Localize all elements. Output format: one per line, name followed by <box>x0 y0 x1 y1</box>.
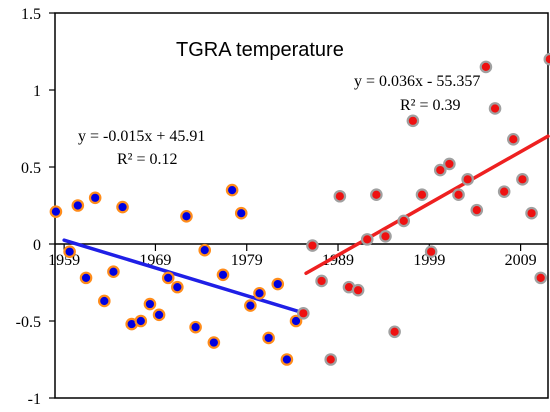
data-point-series-2 <box>415 188 429 202</box>
data-point-series-1 <box>189 320 202 334</box>
y-tick-label: 1.5 <box>21 6 41 23</box>
data-point-series-1 <box>98 294 111 308</box>
data-point-series-1 <box>161 271 175 285</box>
data-point-series-1 <box>289 314 303 328</box>
axes: 1959 1969 1979 1989 1999 2009-1-0.500.511.5 <box>16 6 549 408</box>
data-point-series-2 <box>497 185 511 198</box>
data-point-series-2 <box>370 188 383 202</box>
trendline-series-2 <box>304 134 550 276</box>
data-point-series-2 <box>397 214 411 228</box>
data-point-series-2 <box>351 283 365 297</box>
data-point-series-2 <box>452 188 465 202</box>
data-point-series-1 <box>234 206 248 220</box>
trendline-series-1 <box>62 238 302 314</box>
data-point-series-2 <box>333 189 347 203</box>
data-point-series-1 <box>180 209 193 223</box>
data-point-series-2 <box>297 306 310 320</box>
data-point-series-1 <box>262 331 275 345</box>
data-point-series-2 <box>470 203 484 217</box>
data-point-series-2 <box>443 157 456 171</box>
y-tick-label: 0 <box>33 237 41 254</box>
data-point-series-2 <box>461 173 474 186</box>
data-point-series-1 <box>88 191 102 205</box>
data-point-series-2 <box>324 353 338 366</box>
data-point-series-1 <box>225 183 239 197</box>
data-point-series-1 <box>207 336 221 349</box>
x-tick-label: 1979 <box>231 252 263 269</box>
y-tick-label: -0.5 <box>16 314 41 331</box>
data-point-series-1 <box>244 299 257 312</box>
data-point-series-1 <box>116 200 129 214</box>
y-tick-label: 1 <box>33 83 41 100</box>
data-point-series-1 <box>171 280 184 294</box>
y-tick-label: 0.5 <box>21 160 41 177</box>
data-point-series-1 <box>49 205 63 218</box>
trendlines <box>62 134 550 314</box>
data-point-series-2 <box>433 163 447 177</box>
data-point-series-2 <box>424 245 438 258</box>
data-point-series-2 <box>388 325 401 339</box>
x-tick-label: 1999 <box>413 252 445 269</box>
chart-title: TGRA temperature <box>176 39 344 61</box>
x-tick-label: 2009 <box>505 252 537 269</box>
data-point-series-2 <box>525 206 538 220</box>
trend-r2-series-1: R² = 0.12 <box>117 151 178 168</box>
data-point-series-1 <box>79 271 93 285</box>
data-point-series-2 <box>360 233 374 246</box>
data-point-series-2 <box>379 230 392 243</box>
data-point-series-2 <box>534 271 547 285</box>
data-point-series-2 <box>479 60 493 74</box>
trend-equation-series-2: y = 0.036x - 55.357 <box>354 73 480 90</box>
trend-equation-series-1: y = -0.015x + 45.91 <box>78 128 205 145</box>
data-point-series-2 <box>315 274 328 288</box>
data-point-series-1 <box>63 245 76 258</box>
trend-r2-series-2: R² = 0.39 <box>400 97 461 114</box>
data-point-series-1 <box>71 199 85 212</box>
data-point-series-1 <box>107 265 120 279</box>
data-point-series-2 <box>306 239 319 252</box>
data-point-series-1 <box>216 268 230 282</box>
data-point-series-1 <box>143 297 157 311</box>
data-point-series-1 <box>280 353 294 366</box>
data-point-series-2 <box>516 173 529 186</box>
data-point-series-2 <box>406 114 420 128</box>
data-point-series-2 <box>507 132 520 146</box>
data-point-series-2 <box>543 52 550 66</box>
data-point-series-1 <box>152 308 166 322</box>
data-point-series-1 <box>271 277 285 291</box>
data-point-series-1 <box>253 286 266 300</box>
x-tick-label: 1989 <box>322 252 354 269</box>
data-point-series-1 <box>198 243 212 257</box>
data-point-series-1 <box>134 314 148 328</box>
data-point-series-2 <box>488 102 502 115</box>
data-points <box>49 52 550 366</box>
y-tick-label: -1 <box>28 391 41 408</box>
